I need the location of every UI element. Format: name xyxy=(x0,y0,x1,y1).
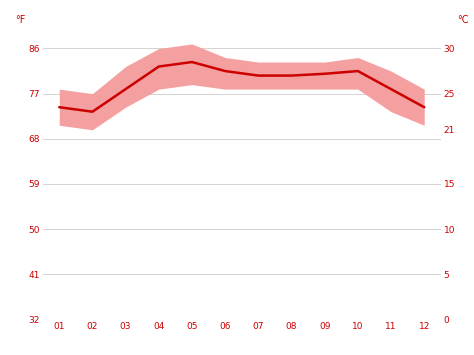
Text: °C: °C xyxy=(457,16,469,26)
Text: °F: °F xyxy=(15,16,25,26)
